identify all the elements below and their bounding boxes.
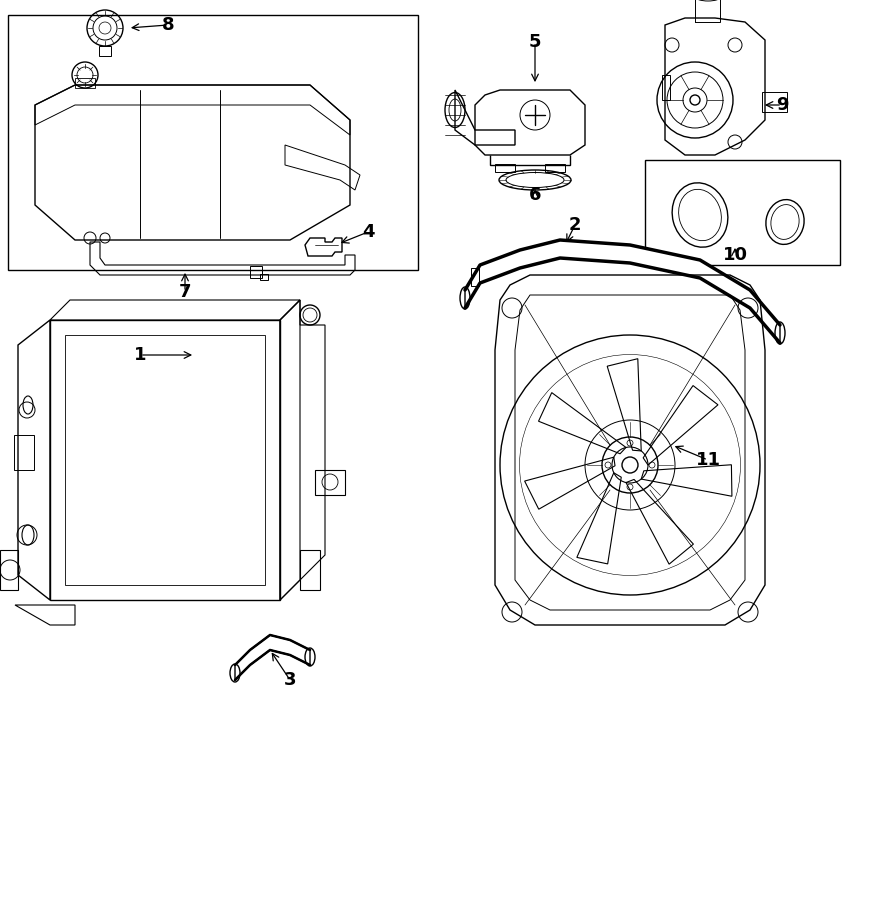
Bar	[495, 164, 515, 172]
Bar	[260, 274, 268, 280]
Bar	[250, 266, 262, 278]
Polygon shape	[495, 275, 765, 625]
Bar	[545, 164, 565, 172]
Text: 4: 4	[362, 223, 374, 241]
Bar	[662, 75, 670, 100]
Bar	[751, 300, 759, 318]
Bar	[471, 268, 479, 286]
Text: 1: 1	[134, 346, 146, 364]
Text: 8: 8	[161, 16, 175, 34]
Bar	[695, 0, 720, 22]
Text: 2: 2	[568, 216, 581, 234]
Text: 11: 11	[696, 451, 721, 469]
Circle shape	[622, 457, 638, 473]
Bar	[14, 435, 34, 470]
Bar	[315, 470, 345, 495]
Bar	[8, 15, 418, 270]
Text: 3: 3	[283, 671, 296, 689]
Text: 5: 5	[528, 33, 541, 51]
Polygon shape	[465, 240, 780, 343]
Text: 6: 6	[528, 186, 541, 204]
Bar	[99, 46, 111, 56]
Bar	[762, 92, 787, 112]
Text: 10: 10	[723, 246, 748, 264]
Bar	[75, 78, 95, 88]
Bar	[645, 160, 840, 265]
Text: 7: 7	[179, 283, 192, 301]
Text: 9: 9	[776, 96, 789, 114]
Polygon shape	[235, 635, 310, 680]
